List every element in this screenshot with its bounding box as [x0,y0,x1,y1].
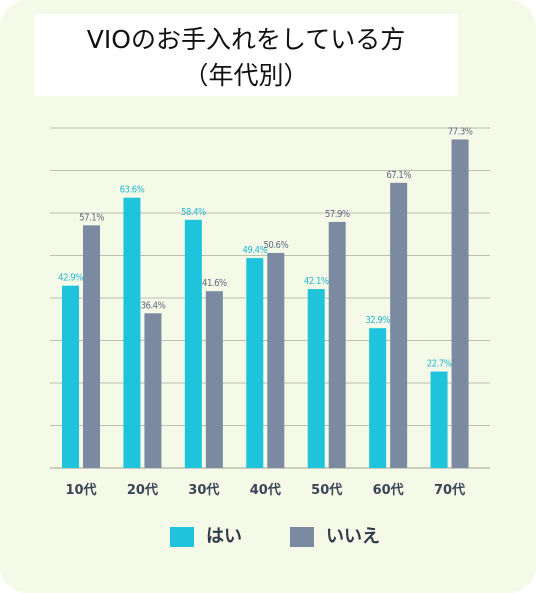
bar-no [328,221,346,468]
data-label-yes: 42.1% [304,276,329,287]
bar-yes [123,197,141,468]
bar-no [451,139,469,468]
data-label-yes: 32.9% [365,315,390,326]
data-label-yes: 42.9% [58,273,83,284]
data-label-yes: 22.7% [427,359,452,370]
bar-no [390,182,408,468]
bar-yes [246,258,264,468]
title-box: VIOのお手入れをしている方 （年代別） [34,14,458,96]
legend-label-no: いいえ [326,526,380,547]
chart-subtitle: （年代別） [183,61,309,90]
data-label-yes: 49.4% [242,245,267,256]
legend: はい いいえ [0,522,536,552]
bar-no [144,313,162,468]
bar-no [267,252,285,468]
data-label-no: 57.1% [79,212,104,223]
bar-yes [430,371,448,468]
data-label-no: 41.6% [202,278,227,289]
data-label-yes: 58.4% [181,207,206,218]
data-label-no: 50.6% [263,240,288,251]
x-tick-label: 10代 [65,482,96,498]
x-tick-label: 40代 [250,482,281,498]
legend-label-yes: はい [206,526,242,547]
bar-yes [307,289,325,468]
x-tick-label: 20代 [127,482,158,498]
data-label-no: 36.4% [141,300,166,311]
legend-swatch-no [290,527,314,547]
x-tick-label: 50代 [311,482,342,498]
data-label-yes: 63.6% [120,185,145,196]
data-label-no: 57.9% [325,209,350,220]
chart-title: VIOのお手入れをしている方 [86,25,406,54]
x-tick-label: 60代 [373,482,404,498]
data-label-no: 67.1% [386,170,411,181]
bar-no [205,291,223,468]
bar-no [83,225,100,468]
bar-yes [369,328,387,468]
bar-yes [62,285,79,468]
data-label-no: 77.3% [448,126,473,137]
bar-yes [184,219,202,468]
legend-swatch-yes [170,527,194,547]
x-tick-label: 30代 [188,482,219,498]
x-tick-label: 70代 [434,482,465,498]
